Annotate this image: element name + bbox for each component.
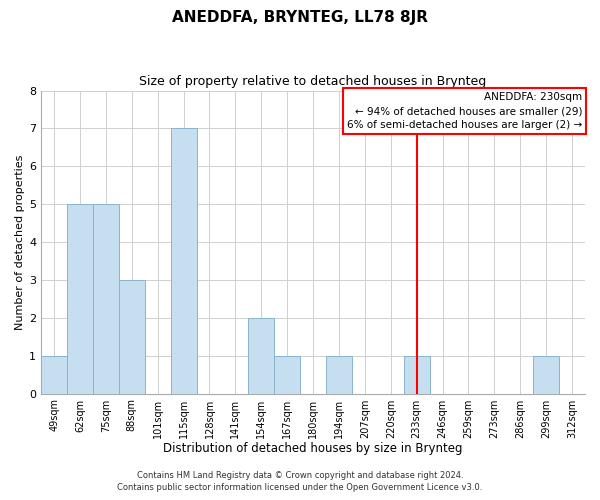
Bar xyxy=(93,204,119,394)
Bar xyxy=(326,356,352,394)
Title: Size of property relative to detached houses in Brynteg: Size of property relative to detached ho… xyxy=(139,75,487,88)
Bar xyxy=(170,128,197,394)
Bar xyxy=(67,204,93,394)
Text: ANEDDFA, BRYNTEG, LL78 8JR: ANEDDFA, BRYNTEG, LL78 8JR xyxy=(172,10,428,25)
X-axis label: Distribution of detached houses by size in Brynteg: Distribution of detached houses by size … xyxy=(163,442,463,455)
Bar xyxy=(404,356,430,394)
Text: Contains HM Land Registry data © Crown copyright and database right 2024.
Contai: Contains HM Land Registry data © Crown c… xyxy=(118,471,482,492)
Bar xyxy=(119,280,145,394)
Text: ANEDDFA: 230sqm
← 94% of detached houses are smaller (29)
6% of semi-detached ho: ANEDDFA: 230sqm ← 94% of detached houses… xyxy=(347,92,582,130)
Bar xyxy=(533,356,559,394)
Bar xyxy=(274,356,300,394)
Bar xyxy=(248,318,274,394)
Y-axis label: Number of detached properties: Number of detached properties xyxy=(15,154,25,330)
Bar xyxy=(41,356,67,394)
